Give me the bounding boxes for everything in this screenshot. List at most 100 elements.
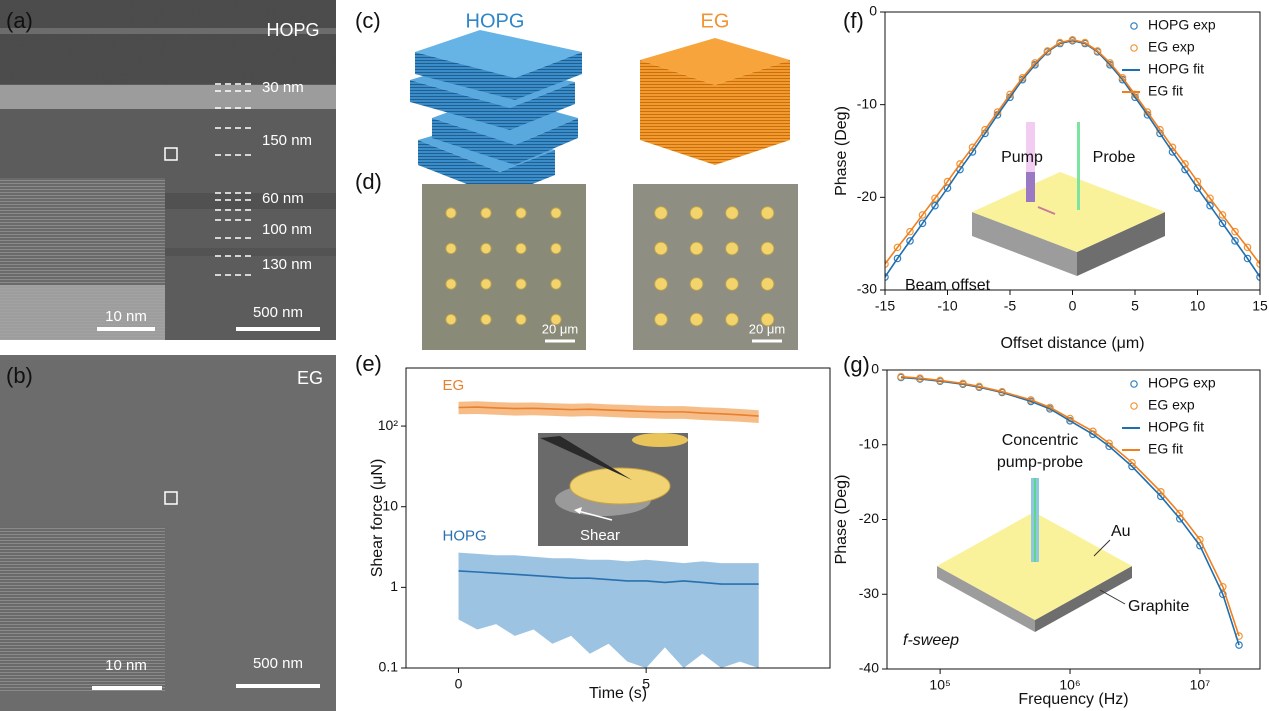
data-point [1256,273,1260,281]
inset-label: Concentric [1002,432,1078,449]
legend-label: HOPG fit [1148,61,1204,77]
pillar-dot [480,313,492,326]
pillar-dot [480,242,492,255]
data-point [918,219,927,228]
slab-side [432,118,515,165]
data-point [1243,254,1252,263]
series-label: EG [443,377,465,394]
probe-beam [1077,122,1080,210]
pillar-dot [515,313,527,326]
panel-label: (b) [6,363,33,388]
pillar-dot [689,206,704,220]
slab-top [937,512,1132,620]
data-point [1093,47,1102,55]
scale-label: 20 μm [749,321,785,336]
scale-label: 20 μm [542,321,578,336]
roi-box [164,491,178,505]
slab-side [515,52,582,100]
series-label: HOPG [443,528,487,545]
pump-beam [1026,122,1035,172]
pillar-dot [689,312,704,327]
data-point [918,211,927,219]
data-point [1243,243,1252,252]
slab-side [415,52,515,100]
series-line [900,375,1240,637]
chart-f: -15 -10 -5 0 5 10 15 -30 -20 -10 0 Offset distance … [833,3,1268,353]
panel-label: (f) [843,8,864,33]
pillar-array [445,206,775,327]
pillar-dot [550,207,562,219]
sem-layer [0,85,336,109]
slab-side [1035,566,1132,632]
data-point [1231,237,1239,245]
pillar-dot [725,312,739,327]
tip [540,436,632,480]
data-point [1106,59,1114,67]
sem-inset [0,527,165,691]
inset-label: Probe [1093,149,1136,166]
data-point [1231,227,1239,236]
pillar-dot [654,206,668,220]
plot-area [458,401,759,668]
pillar-dot [480,278,492,290]
x-tick-label: 10⁵ [929,677,950,693]
sample-label: HOPG [266,20,319,40]
slab-side [515,118,578,165]
panel-label: (c) [355,8,381,33]
sem-image-b [0,355,336,711]
x-tick-label: -10 [937,298,957,314]
x-axis-title: Time (s) [589,685,647,702]
data-point [906,227,914,236]
slab-top [415,30,582,78]
data-point [943,177,952,186]
x-tick-label: 15 [1252,298,1268,314]
data-point [1235,641,1243,649]
plot-area [897,372,1243,649]
slab-side [1077,212,1165,276]
pillar-dot [725,241,739,256]
beam [1034,478,1036,562]
inset-label: pump-probe [997,454,1083,471]
sample-label: EG [297,368,323,388]
stack-label: EG [701,10,730,32]
legend-marker [1130,380,1138,388]
pillar-dot [550,278,562,290]
plot-frame [405,367,831,669]
data-point [906,237,914,245]
y-tick-label: -10 [857,95,877,111]
data-point [1193,177,1202,186]
panel-label: (g) [843,352,870,377]
y-tick-label: -10 [859,435,879,451]
legend-label: HOPG exp [1148,17,1216,33]
thickness-label: 150 nm [262,132,312,149]
y-tick-label: -20 [857,188,877,204]
y-tick-label: 1 [390,578,398,594]
shear-inset: Shear [538,433,688,546]
x-tick-label: 10⁶ [1059,677,1080,693]
data-point [1218,211,1227,219]
y-tick-label: -30 [857,281,877,297]
sem-layer [0,28,336,34]
pillar-dot [760,312,775,327]
legend-marker [1130,402,1138,410]
y-axis-title: Phase (Deg) [833,106,850,196]
data-point [1043,47,1052,55]
pillar-dot [689,241,704,256]
data-point [885,260,889,268]
y-tick-label: -40 [859,660,879,676]
legend-label: HOPG fit [1148,419,1204,435]
data-point [1256,260,1260,268]
layer-markers [215,83,252,276]
slab-side [510,82,575,130]
y-axis-title: Shear force (μN) [369,459,386,578]
pillar-dot [760,241,775,256]
pillar-dot [654,241,668,256]
x-tick-label: 5 [642,676,650,692]
panel-label: (d) [355,169,382,194]
x-axis-title: Offset distance (μm) [1000,335,1144,352]
x-tick-label: -5 [1004,298,1017,314]
pillar [569,467,671,505]
scale-label: 500 nm [253,655,303,672]
data-point [1157,488,1165,496]
data-point [1218,219,1227,228]
